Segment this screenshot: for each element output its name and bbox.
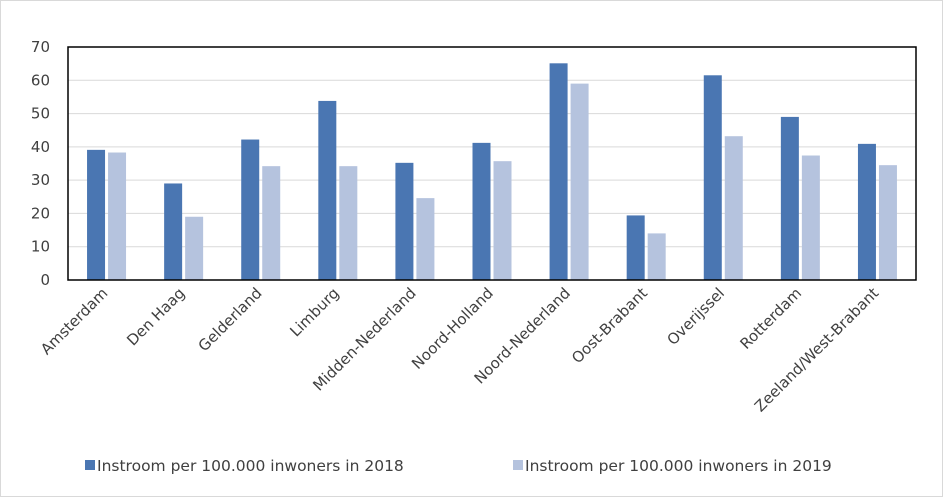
x-tick-label: Oost-Brabant [568, 284, 651, 367]
x-tick-label: Amsterdam [37, 284, 111, 358]
x-tick-label: Noord-Holland [408, 284, 497, 373]
bar-2019-midden-nederland [416, 198, 435, 280]
bar-2018-midden-nederland [395, 162, 414, 280]
y-tick-label: 60 [31, 71, 50, 89]
y-tick-label: 10 [31, 238, 50, 256]
bar-2019-rotterdam [801, 155, 820, 280]
bar-2019-oost-brabant [647, 233, 666, 280]
y-tick-label: 70 [31, 38, 50, 56]
gridlines [68, 79, 916, 248]
bar-2018-den-haag [164, 183, 183, 280]
x-tick-label: Zeeland/West-Brabant [751, 284, 882, 415]
bar-2018-rotterdam [780, 116, 799, 281]
bar-2018-amsterdam [87, 149, 106, 280]
bars [87, 63, 897, 281]
x-tick-label: Overijssel [663, 284, 728, 349]
y-tick-label: 50 [31, 105, 50, 123]
plot-area-border [67, 46, 917, 281]
bar-2018-noord-nederland [549, 63, 568, 281]
bar-2018-limburg [318, 100, 337, 281]
bar-2018-oost-brabant [626, 215, 645, 280]
bar-2019-zeeland-west-brabant [878, 165, 897, 280]
y-tick-label: 0 [40, 271, 50, 289]
bar-2019-gelderland [262, 166, 281, 280]
bar-2018-noord-holland [472, 142, 491, 280]
bar-2018-zeeland-west-brabant [857, 143, 876, 280]
bar-2019-amsterdam [108, 152, 127, 280]
legend-swatch [85, 460, 95, 470]
x-axis-labels: Amsterdam Den Haag Gelderland LimburgMidden… [37, 284, 882, 415]
y-tick-label: 20 [31, 204, 50, 222]
x-tick-label: Rotterdam [736, 284, 805, 353]
x-tick-label: Gelderland [195, 284, 266, 355]
legend-swatch [513, 460, 523, 470]
legend: Instroom per 100.000 inwoners in 2018 Ins… [85, 457, 832, 475]
bar-2019-overijssel [724, 136, 743, 280]
bar-2018-gelderland [241, 139, 260, 280]
bar-2019-den-haag [185, 216, 204, 280]
x-tick-label: Limburg [286, 284, 342, 340]
legend-label: Instroom per 100.000 inwoners in 2019 [525, 457, 832, 475]
y-tick-label: 30 [31, 171, 50, 189]
bar-2019-noord-holland [493, 161, 512, 280]
bar-2019-limburg [339, 166, 358, 280]
y-axis-ticks: 0 10 20 30 40 50 60 70 [31, 38, 50, 289]
y-tick-label: 40 [31, 138, 50, 156]
x-tick-label: Den Haag [123, 284, 188, 349]
bar-2018-overijssel [703, 75, 722, 281]
legend-label: Instroom per 100.000 inwoners in 2018 [97, 457, 404, 475]
bar-2019-noord-nederland [570, 83, 589, 280]
